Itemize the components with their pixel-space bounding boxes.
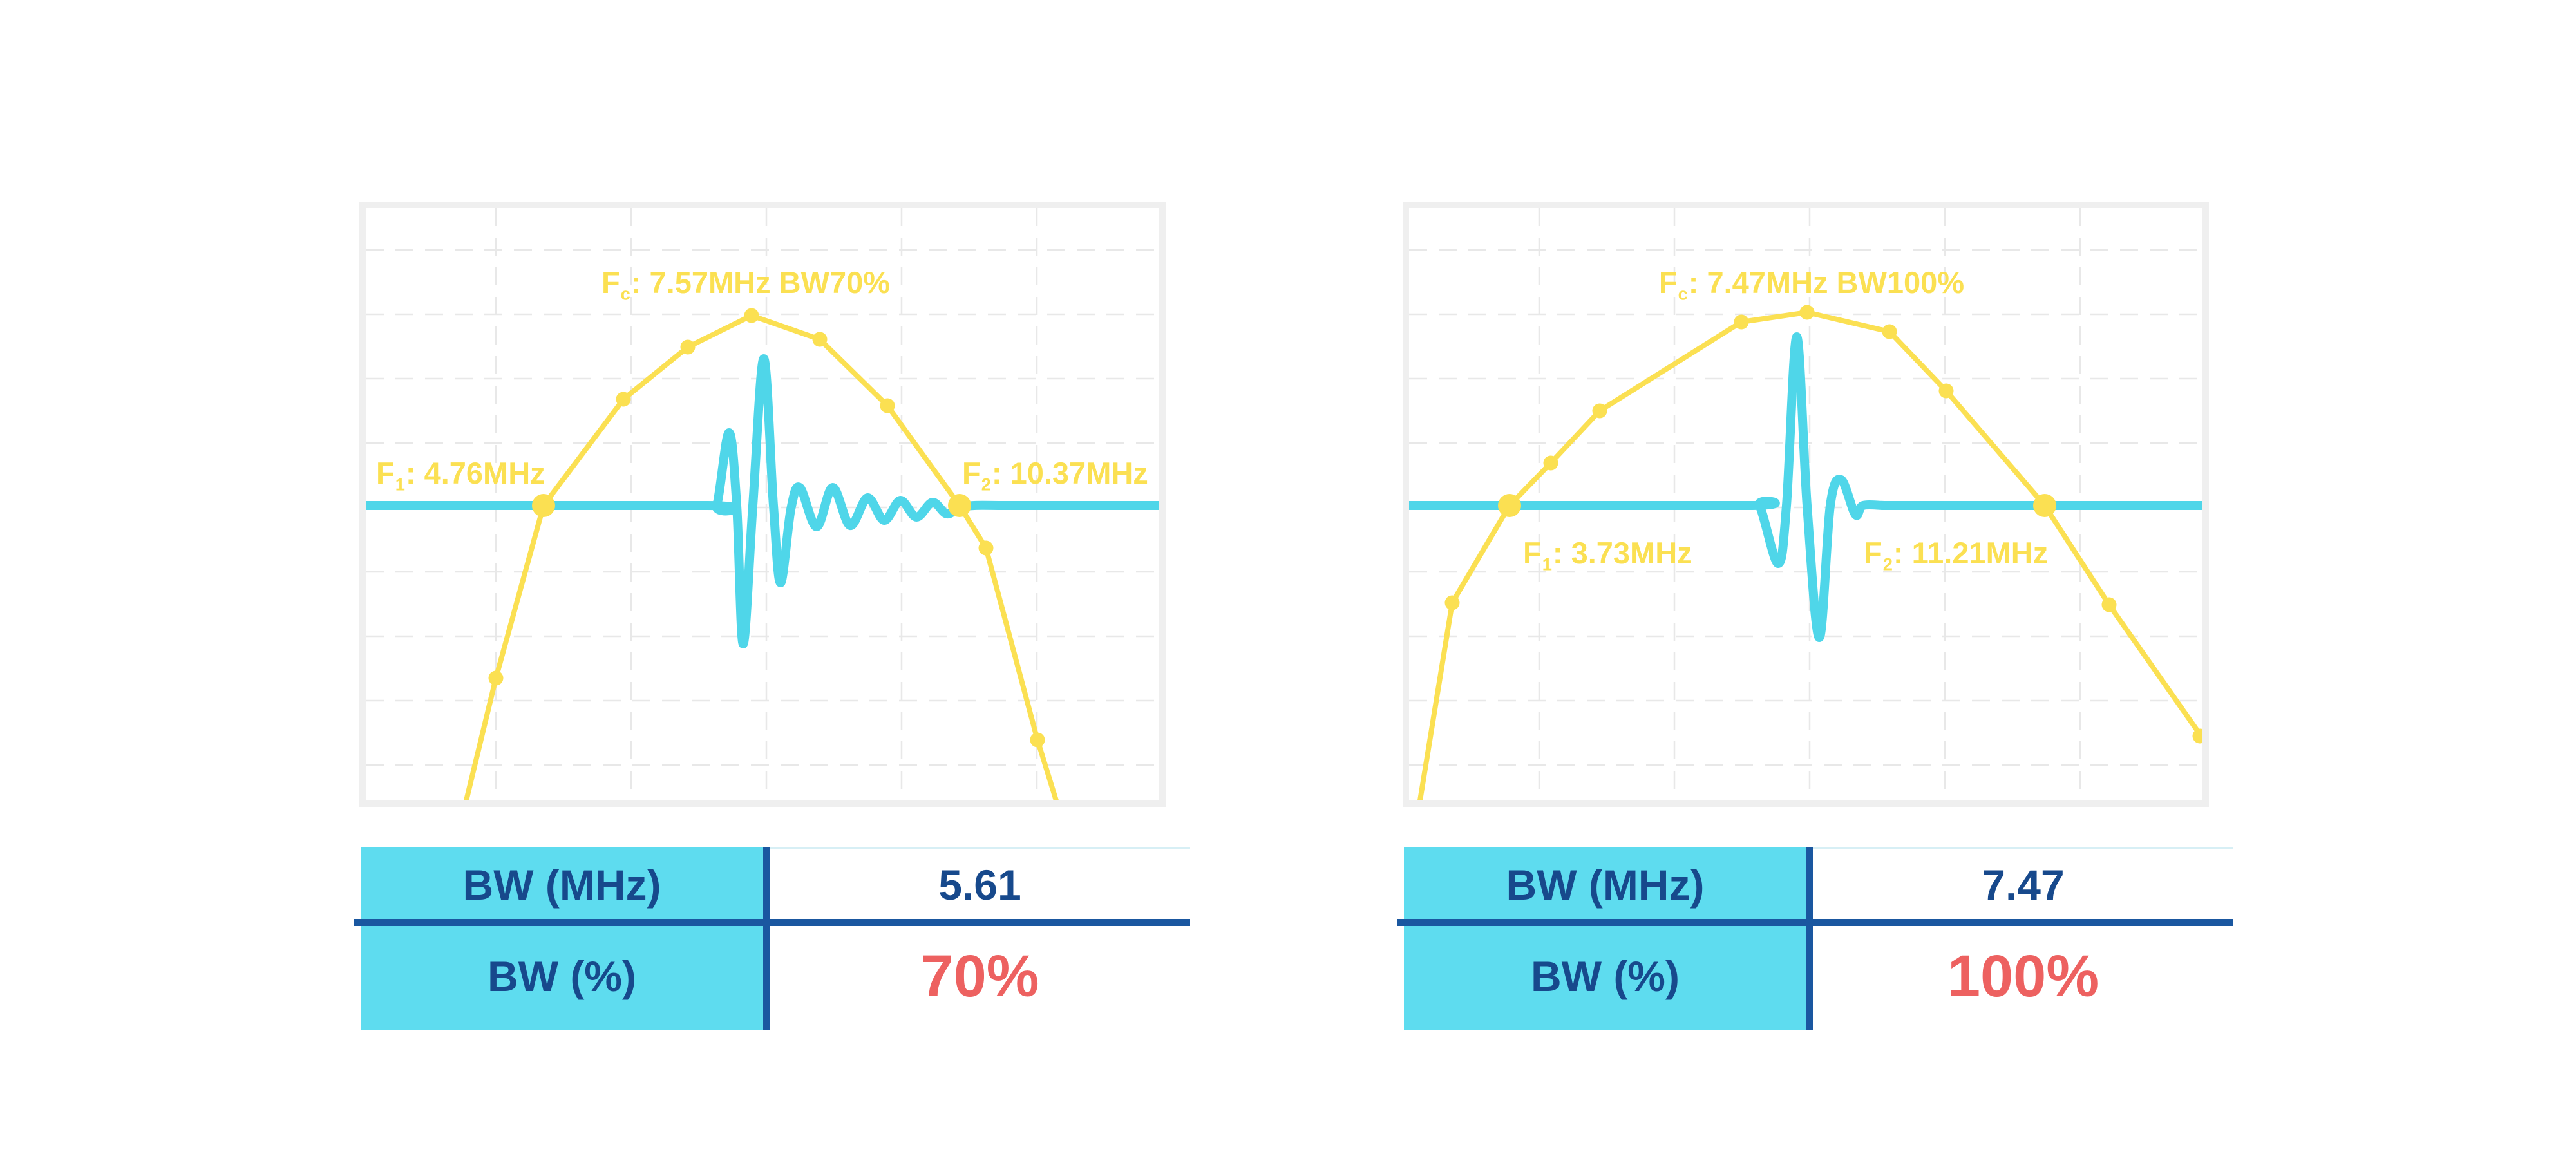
- bw-mhz-label: BW (MHz): [462, 860, 661, 909]
- bandwidth-edge-marker: [948, 494, 971, 517]
- spectrum-plot-svg: [359, 202, 1166, 807]
- table-top-rule: [770, 847, 1190, 849]
- table-horizontal-divider: [354, 919, 1190, 926]
- bw-mhz-value: 5.61: [938, 860, 1021, 909]
- data-point-marker: [680, 339, 696, 355]
- f1-annotation: F1: 3.73MHz: [1523, 536, 1692, 574]
- bw-percent-label: BW (%): [1531, 952, 1680, 1000]
- data-point-marker: [1030, 732, 1045, 748]
- data-point-marker: [1543, 455, 1558, 471]
- data-point-marker: [2101, 597, 2117, 612]
- bw-percent-value: 100%: [1947, 943, 2099, 1009]
- fc-value-text: : 7.57MHz BW70%: [630, 265, 891, 299]
- f2-annotation: F2: 10.37MHz: [962, 456, 1148, 494]
- f2-value-text: : 10.37MHz: [991, 456, 1148, 490]
- f2-annotation: F2: 11.21MHz: [1864, 536, 2049, 574]
- bandwidth-edge-marker: [532, 494, 555, 517]
- data-point-marker: [1938, 383, 1954, 399]
- data-point-marker: [812, 332, 828, 347]
- table-vertical-divider: [1806, 847, 1813, 1030]
- data-point-marker: [1592, 403, 1607, 419]
- f2-subscript: 2: [981, 474, 991, 495]
- data-point-marker: [616, 392, 631, 407]
- bandwidth-table: BW (MHz) 5.61 BW (%) 70%: [354, 847, 1190, 1030]
- chart-frame: [359, 202, 1166, 807]
- bw-mhz-value: 7.47: [1982, 860, 2065, 909]
- panel-bw70: Fc: 7.57MHz BW70% F1: 4.76MHz F2: 10.37M…: [354, 202, 1203, 1045]
- bw-mhz-label: BW (MHz): [1506, 860, 1705, 909]
- echo-pulse-waveform: [1409, 332, 2202, 642]
- data-point-marker: [1799, 305, 1815, 320]
- spectrum-curve: [1417, 310, 2202, 800]
- table-row: BW (MHz) 7.47: [1404, 847, 2233, 922]
- data-point-marker: [1444, 595, 1460, 610]
- spectrum-chart-bw70: Fc: 7.57MHz BW70% F1: 4.76MHz F2: 10.37M…: [359, 202, 1166, 807]
- data-point-marker: [744, 308, 759, 323]
- chart-frame: [1403, 202, 2209, 807]
- panel-bw100: Fc: 7.47MHz BW100% F1: 3.73MHz F2: 11.21…: [1397, 202, 2246, 1045]
- f1-subscript: 1: [1542, 554, 1552, 574]
- table-vertical-divider: [763, 847, 770, 1030]
- data-point-marker: [978, 540, 994, 556]
- f2-value-text: : 11.21MHz: [1893, 536, 2049, 570]
- spectrum-plot-svg: [1403, 202, 2209, 807]
- data-point-marker: [488, 670, 504, 686]
- table-top-rule: [1813, 847, 2233, 849]
- table-header-column: [1404, 847, 1806, 1030]
- spectrum-chart-bw100: Fc: 7.47MHz BW100% F1: 3.73MHz F2: 11.21…: [1403, 202, 2209, 807]
- table-horizontal-divider: [1397, 919, 2233, 926]
- f2-symbol: F: [1864, 536, 1882, 570]
- bandwidth-edge-marker: [1498, 494, 1521, 517]
- table-header-column: [361, 847, 763, 1030]
- fc-symbol: F: [601, 265, 620, 299]
- bandwidth-edge-marker: [2033, 494, 2056, 517]
- bandwidth-table: BW (MHz) 7.47 BW (%) 100%: [1397, 847, 2233, 1030]
- echo-pulse-waveform: [366, 354, 1159, 648]
- f1-value-text: : 4.76MHz: [405, 456, 545, 490]
- f1-subscript: 1: [395, 474, 405, 495]
- f1-value-text: : 3.73MHz: [1552, 536, 1692, 570]
- fc-annotation: Fc: 7.47MHz BW100%: [1490, 265, 2134, 303]
- table-row: BW (%) 70%: [361, 922, 1190, 1030]
- f1-annotation: F1: 4.76MHz: [376, 456, 545, 494]
- data-point-marker: [1734, 314, 1749, 330]
- bw-percent-value: 70%: [920, 943, 1039, 1009]
- fc-annotation: Fc: 7.57MHz BW70%: [424, 265, 1068, 303]
- bw-percent-label: BW (%): [488, 952, 636, 1000]
- fc-subscript: c: [1678, 283, 1688, 304]
- data-point-marker: [2192, 728, 2202, 744]
- fc-symbol: F: [1658, 265, 1678, 299]
- f2-symbol: F: [962, 456, 981, 490]
- f1-symbol: F: [376, 456, 395, 490]
- f1-symbol: F: [1523, 536, 1542, 570]
- f2-subscript: 2: [1882, 554, 1893, 574]
- spectrum-curve: [464, 313, 1059, 800]
- fc-subscript: c: [620, 283, 630, 304]
- table-row: BW (%) 100%: [1404, 922, 2233, 1030]
- data-point-marker: [880, 398, 895, 413]
- table-row: BW (MHz) 5.61: [361, 847, 1190, 922]
- fc-value-text: : 7.47MHz BW100%: [1688, 265, 1965, 299]
- data-point-marker: [1882, 324, 1897, 339]
